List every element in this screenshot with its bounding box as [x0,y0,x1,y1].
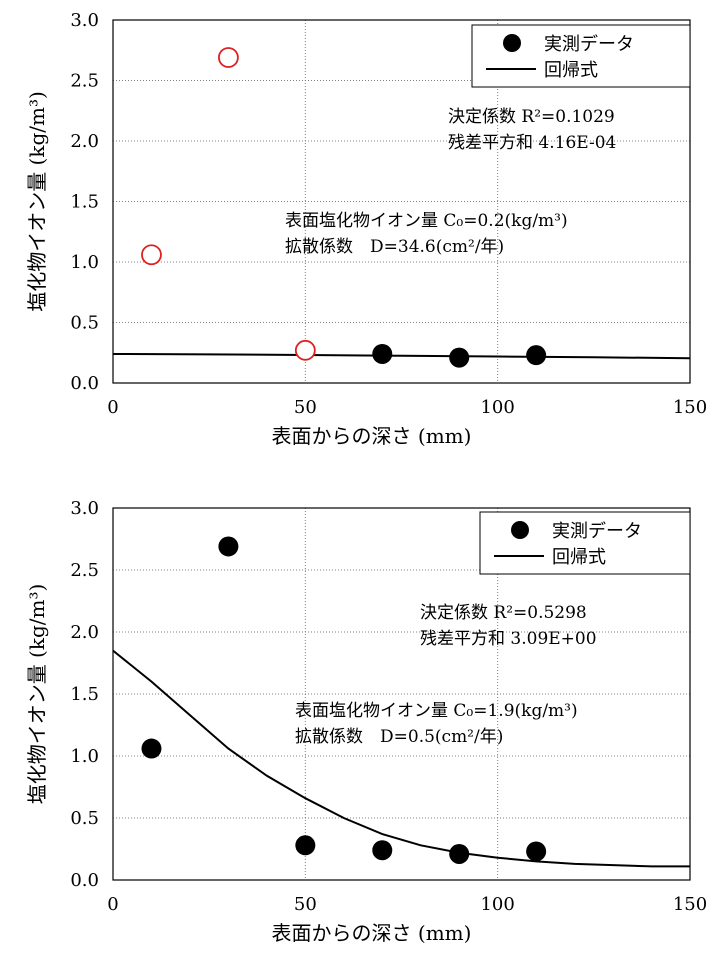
data-point-open [217,47,239,68]
data-point [141,738,162,759]
y-tick-label: 3.0 [70,10,99,31]
annotation-rss: 残差平方和 3.09E+00 [420,629,597,649]
y-tick-label: 1.5 [70,192,99,213]
plot-frame [112,19,691,384]
annotation-c0: 表面塩化物イオン量 C₀=1.9(kg/m³) [295,701,578,721]
y-tick-label: 0.0 [70,373,99,394]
chart-2: 0.0 0.5 1.0 1.5 2.0 2.5 3.0 0 50 100 150 表面からの深さ (m… [25,498,707,945]
y-tick-label: 0.5 [70,313,99,334]
legend-marker [503,34,521,52]
y-tick-label: 2.5 [70,560,99,581]
chart-1: 0.0 0.5 1.0 1.5 2.0 2.5 3.0 0 50 100 150 表面からの深さ (m… [25,10,707,448]
legend-label: 回帰式 [552,547,606,568]
data-point-open [294,339,316,361]
legend-marker [511,521,529,539]
data-point [449,843,470,864]
plot-frame [112,507,691,881]
y-tick-label: 0.0 [70,870,99,891]
y-tick-label: 1.5 [70,684,99,705]
annotation-d: 拡散係数 D=34.6(cm²/年) [285,237,504,257]
y-tick-label: 0.5 [70,808,99,829]
legend-box [479,511,691,575]
data-point-open [141,244,162,266]
y-axis-label: 塩化物イオン量 (kg/m³) [25,584,49,805]
y-tick-label: 2.5 [70,71,99,92]
data-point [295,835,316,856]
x-tick-label: 150 [673,397,707,418]
annotation-r2: 決定係数 R²=0.5298 [420,603,587,623]
y-tick-label: 2.0 [70,622,99,643]
annotation-c0: 表面塩化物イオン量 C₀=0.2(kg/m³) [285,211,568,231]
annotation-d: 拡散係数 D=0.5(cm²/年) [295,727,503,747]
annotation-r2: 決定係数 R²=0.1029 [448,107,615,127]
legend-label: 実測データ [552,521,642,542]
x-tick-label: 0 [107,397,118,418]
data-point [526,841,547,862]
data-point [372,840,393,861]
x-axis-label: 表面からの深さ (mm) [272,921,472,945]
x-tick-label: 0 [107,894,118,915]
x-tick-label: 150 [673,894,707,915]
legend-label: 回帰式 [544,60,598,81]
y-tick-label: 1.0 [70,252,99,273]
x-tick-label: 100 [480,397,514,418]
x-tick-label: 50 [294,894,317,915]
regression-line [112,649,690,868]
data-point [372,343,393,364]
x-axis-label: 表面からの深さ (mm) [272,424,472,448]
x-tick-label: 100 [480,894,514,915]
y-axis-label: 塩化物イオン量 (kg/m³) [25,91,49,312]
y-tick-label: 2.0 [70,131,99,152]
legend-label: 実測データ [544,34,634,55]
regression-line [112,353,691,360]
data-point [218,536,239,557]
data-point [526,345,547,366]
data-point [449,347,470,368]
y-tick-label: 1.0 [70,746,99,767]
x-tick-label: 50 [294,397,317,418]
y-tick-label: 3.0 [70,498,99,519]
annotation-rss: 残差平方和 4.16E-04 [448,133,616,153]
